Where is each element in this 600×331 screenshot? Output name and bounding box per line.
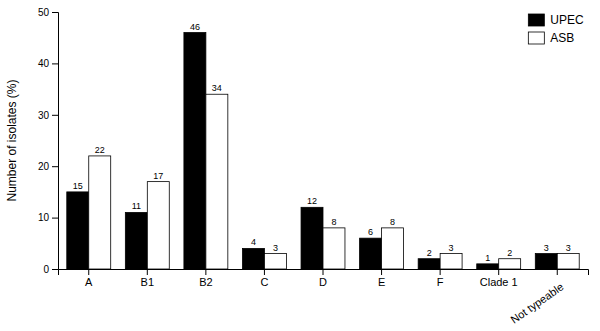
legend-label: ASB (550, 31, 574, 45)
x-tick: F (437, 269, 444, 288)
chart: 151146412621322173438832301020304050AB1B… (0, 0, 600, 331)
data-label: 2 (507, 248, 512, 258)
data-label: 8 (390, 217, 395, 227)
data-label: 2 (427, 248, 432, 258)
x-tick: Clade 1 (480, 269, 518, 288)
x-axis: A B1 B2 C D E F Clade 1Not typeable (59, 269, 589, 326)
data-label: 1 (485, 253, 490, 263)
legend-item: UPEC (528, 13, 584, 27)
x-tick-label: E (378, 276, 385, 288)
x-tick: C (260, 269, 268, 288)
legend-swatch (528, 14, 544, 26)
x-tick: A (85, 269, 93, 288)
bar (242, 248, 264, 269)
x-tick-label: Not typeable (508, 280, 565, 325)
bar (382, 228, 404, 269)
data-label: 8 (331, 217, 336, 227)
y-tick: 30 (38, 110, 58, 121)
y-tick-mark (52, 269, 58, 270)
y-tick-label: 20 (38, 161, 50, 172)
bar (147, 182, 169, 269)
y-tick-mark (52, 166, 58, 167)
bar (67, 192, 89, 269)
data-label: 12 (307, 196, 317, 206)
bar (264, 254, 286, 269)
bar (206, 94, 228, 269)
y-tick-label: 30 (38, 110, 50, 121)
bar (360, 238, 382, 269)
y-tick-label: 40 (38, 58, 50, 69)
data-label: 17 (153, 171, 163, 181)
y-tick: 20 (38, 161, 58, 172)
bar (499, 259, 521, 269)
x-tick: B1 (141, 269, 154, 288)
y-tick-mark (52, 218, 58, 219)
x-tick-mark (323, 269, 324, 275)
bar (323, 228, 345, 269)
y-tick: 10 (38, 212, 58, 223)
x-tick-mark (264, 269, 265, 275)
x-tick-label: C (260, 276, 268, 288)
x-tick-mark (440, 269, 441, 275)
x-tick-mark (147, 269, 148, 275)
x-tick-mark (88, 269, 89, 275)
bar (301, 207, 323, 269)
x-tick-mark (381, 269, 382, 275)
x-tick-label: B2 (199, 276, 212, 288)
bar (184, 33, 206, 269)
bar (89, 156, 111, 269)
legend: UPEC ASB (528, 13, 584, 45)
y-axis-title: Number of isolates (%) (5, 79, 19, 201)
y-tick-label: 10 (38, 212, 50, 223)
y-tick: 50 (38, 7, 58, 18)
y-tick: 0 (43, 264, 58, 275)
y-tick-mark (52, 12, 58, 13)
data-label: 11 (132, 201, 141, 211)
x-tick-label: Clade 1 (480, 276, 518, 288)
x-tick: B2 (199, 269, 212, 288)
data-label: 6 (368, 227, 373, 237)
bar (535, 254, 557, 269)
legend-item: ASB (528, 31, 574, 45)
data-labels: 15 11 46 4 12 6 2 1 3 22 17 34 3 8 8 3 2 3 (73, 22, 571, 263)
x-tick: Not typeable (508, 269, 565, 326)
y-axis-line (52, 13, 59, 270)
x-tick-label: B1 (141, 276, 154, 288)
x-tick-label: F (437, 276, 444, 288)
data-label: 3 (566, 243, 571, 253)
legend-swatch (528, 32, 544, 44)
x-tick-label: A (85, 276, 93, 288)
y-tick-mark (52, 115, 58, 116)
y-tick: 40 (38, 58, 58, 69)
x-tick-label: D (319, 276, 327, 288)
y-tick-label: 0 (43, 264, 49, 275)
plot: 151146412621322173438832301020304050AB1B… (38, 7, 589, 326)
data-label: 34 (212, 83, 222, 93)
bar (557, 254, 579, 269)
y-tick-mark (52, 63, 58, 64)
y-axis: 0 10 20 30 40 50 (38, 7, 59, 275)
data-label: 4 (251, 237, 256, 247)
legend-label: UPEC (550, 13, 584, 27)
x-tick: E (378, 269, 385, 288)
x-tick-mark (498, 269, 499, 275)
x-tick-mark (205, 269, 206, 275)
bar (125, 212, 147, 269)
data-label: 15 (73, 181, 83, 191)
bars (67, 33, 579, 269)
bar (418, 259, 440, 269)
x-tick-mark (557, 269, 558, 275)
data-label: 3 (273, 243, 278, 253)
data-label: 22 (95, 145, 105, 155)
data-label: 3 (449, 243, 454, 253)
x-axis-line (59, 270, 589, 276)
bar (477, 264, 499, 269)
y-tick-label: 50 (38, 7, 50, 18)
bar (440, 254, 462, 269)
data-label: 46 (190, 22, 200, 32)
data-label: 3 (544, 243, 549, 253)
x-tick: D (319, 269, 327, 288)
